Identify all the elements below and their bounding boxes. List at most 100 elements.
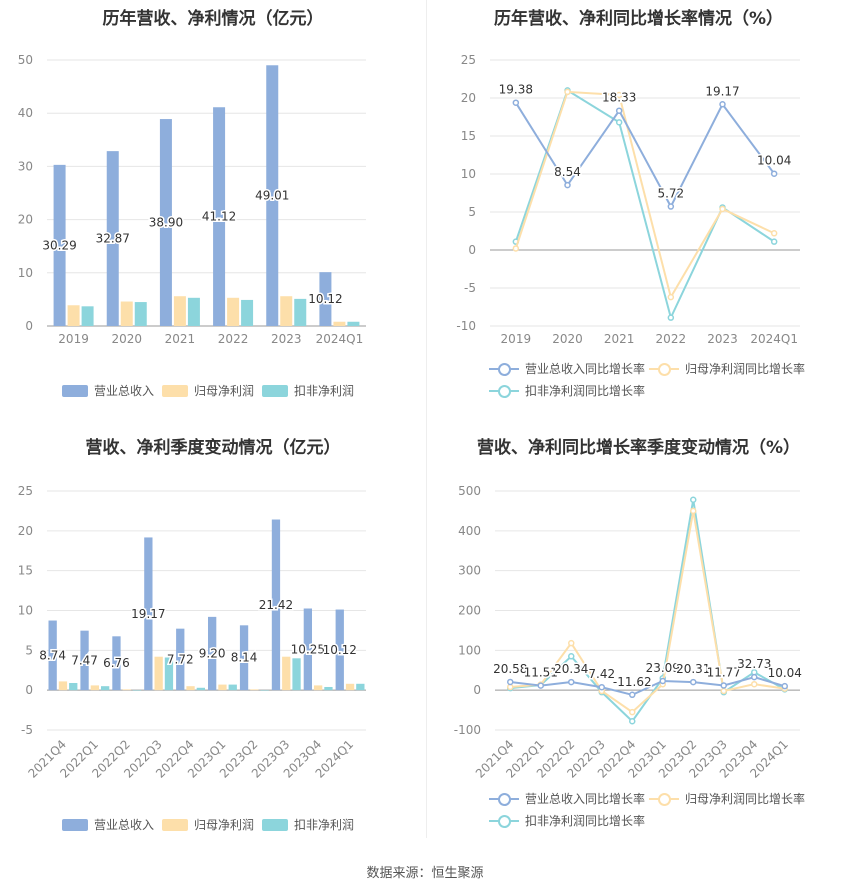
legend-item[interactable]: 扣非净利润	[262, 382, 354, 399]
legend-item[interactable]: 归母净利润同比增长率	[649, 360, 805, 377]
legend-label: 扣非净利润同比增长率	[525, 814, 646, 828]
bar	[187, 297, 200, 326]
y-tick-label: 10	[461, 167, 476, 181]
bar	[241, 299, 254, 326]
panel-divider	[426, 0, 427, 838]
legend-item[interactable]: 营业总收入同比增长率	[489, 360, 645, 377]
y-tick-label: -5	[464, 281, 476, 295]
legend-label: 营业总收入	[94, 384, 155, 398]
y-tick-label: 15	[18, 564, 33, 578]
bar	[100, 686, 110, 691]
legend-swatch	[489, 384, 519, 398]
y-tick-label: 20	[461, 91, 476, 105]
data-point	[770, 230, 778, 237]
data-point	[667, 293, 675, 301]
legend-label: 归母净利润同比增长率	[685, 792, 806, 806]
x-tick-label: 2023	[271, 332, 302, 346]
data-point	[720, 687, 727, 695]
legend-label: 扣非净利润	[294, 384, 355, 398]
y-tick-label: 10	[18, 266, 33, 280]
series-line	[514, 102, 775, 209]
bar	[159, 119, 172, 326]
data-point	[537, 682, 544, 689]
bar	[324, 686, 333, 691]
plot-area: 0 10 20 30 40 50 2019 2020 2021 2022 2023 2024Q1 30.…	[18, 53, 366, 346]
bar	[208, 616, 217, 691]
bar	[176, 628, 185, 691]
data-label: 10.25	[291, 642, 325, 656]
data-label: 10.12	[323, 643, 357, 657]
y-tick-label: 50	[18, 53, 33, 67]
legend-item[interactable]: 扣非净利润同比增长率	[489, 812, 645, 829]
data-label: 30.29	[42, 238, 76, 252]
legend-label: 归母净利润	[194, 818, 255, 832]
chart-legend: 营业总收入 归母净利润 扣非净利润	[0, 382, 426, 422]
bar	[164, 657, 174, 691]
data-label: 5.72	[657, 187, 684, 201]
y-tick-label: 200	[458, 604, 481, 618]
data-label: 32.87	[96, 232, 130, 246]
data-label: 38.90	[149, 216, 183, 230]
y-tick-label: -5	[21, 723, 33, 737]
legend-label: 营业总收入同比增长率	[525, 362, 646, 376]
data-point	[667, 203, 675, 210]
data-label: 49.01	[255, 189, 289, 203]
data-point	[751, 673, 758, 681]
legend-item[interactable]: 营业总收入	[62, 382, 154, 399]
bar	[58, 681, 68, 691]
data-point	[598, 683, 605, 691]
bar	[218, 684, 227, 691]
data-point	[690, 507, 697, 515]
y-tick-label: 300	[458, 564, 481, 578]
data-point	[568, 653, 575, 660]
data-label: 41.12	[202, 210, 236, 224]
legend-item[interactable]: 扣非净利润	[262, 816, 354, 833]
y-tick-label: 0	[468, 243, 476, 257]
bar	[186, 686, 195, 691]
data-point	[568, 639, 575, 647]
data-label: 8.74	[39, 648, 66, 662]
x-tick-label: 2020	[111, 332, 142, 346]
y-tick-label: 400	[458, 524, 481, 538]
data-point	[629, 717, 636, 725]
legend-swatch	[489, 792, 519, 806]
bar	[53, 164, 66, 326]
bar	[280, 296, 293, 326]
data-point	[667, 314, 675, 321]
legend-item[interactable]: 归母净利润	[162, 382, 254, 399]
data-point	[512, 245, 520, 252]
legend-item[interactable]: 营业总收入同比增长率	[489, 790, 645, 807]
legend-label: 扣非净利润同比增长率	[525, 384, 646, 398]
legend-label: 归母净利润	[194, 384, 255, 398]
bar	[106, 151, 119, 326]
x-tick-label: 2019	[501, 332, 532, 346]
bar	[356, 683, 365, 691]
legend-item[interactable]: 归母净利润	[162, 816, 254, 833]
bar	[154, 656, 163, 691]
data-label: 7.72	[167, 652, 194, 666]
legend-swatch	[162, 818, 188, 831]
data-point	[659, 677, 666, 685]
data-point	[507, 683, 514, 691]
y-tick-label: 5	[468, 205, 476, 219]
bar	[260, 690, 269, 691]
legend-item[interactable]: 归母净利润同比增长率	[649, 790, 805, 807]
data-point	[690, 496, 697, 504]
y-tick-label: -100	[454, 723, 481, 737]
data-label: 8.54	[554, 165, 581, 179]
data-point	[615, 119, 623, 126]
data-label: 21.42	[259, 598, 293, 612]
legend-swatch	[62, 384, 88, 397]
bar	[112, 636, 121, 691]
chart-legend: 营业总收入同比增长率 归母净利润同比增长率扣非净利润同比增长率	[427, 790, 850, 834]
bar	[292, 658, 301, 691]
legend-item[interactable]: 营业总收入	[62, 816, 154, 833]
bar	[122, 689, 131, 691]
bar	[345, 683, 355, 691]
legend-item[interactable]: 扣非净利润同比增长率	[489, 382, 645, 399]
data-label: 6.76	[103, 656, 130, 670]
y-tick-label: 100	[458, 643, 481, 657]
legend-label: 归母净利润同比增长率	[685, 362, 806, 376]
plot-area: -10 -5 0 5 10 15 20 25 2019 2020 2021 2022 2023 2024Q…	[456, 53, 800, 346]
bar	[250, 689, 259, 691]
